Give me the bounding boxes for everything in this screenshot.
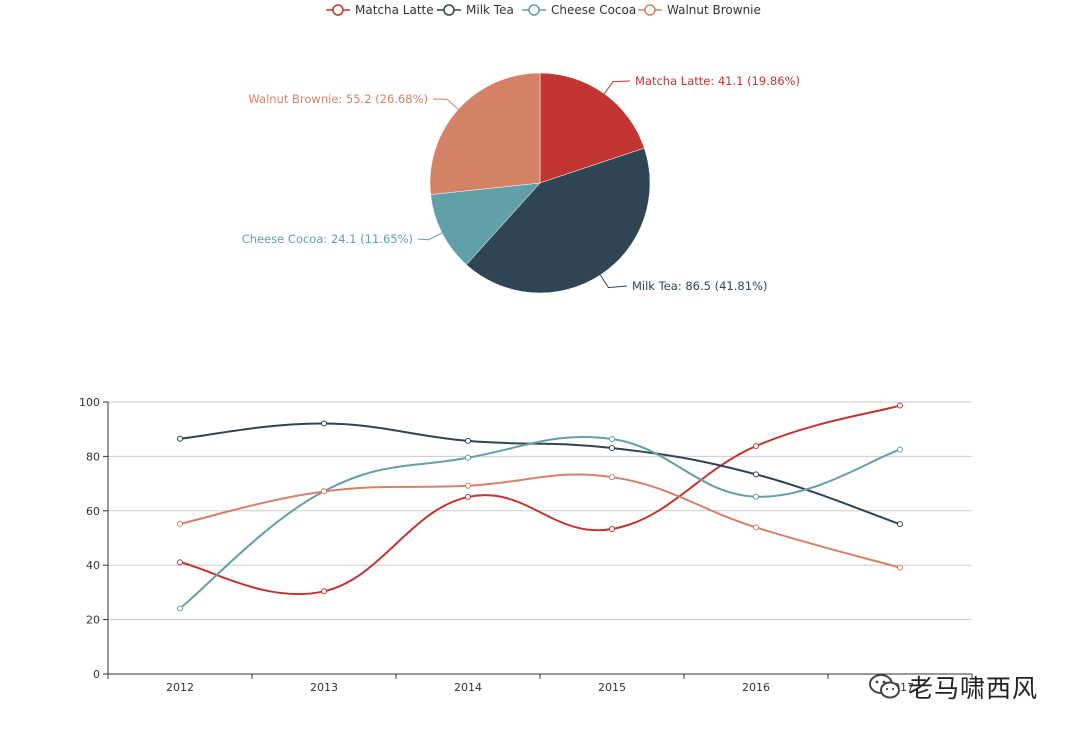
data-point[interactable] — [177, 520, 183, 527]
data-point[interactable] — [321, 488, 327, 495]
y-tick-label: 20 — [86, 614, 100, 627]
data-point[interactable] — [177, 435, 183, 442]
data-point[interactable] — [753, 524, 759, 531]
legend: Matcha Latte Milk Tea Cheese Cocoa Walnut B… — [326, 3, 761, 17]
pie-label-walnut-brownie: Walnut Brownie: 55.2 (26.68%) — [248, 92, 428, 106]
data-point[interactable] — [609, 435, 615, 442]
data-point[interactable] — [897, 521, 903, 528]
y-tick-label: 100 — [79, 396, 100, 409]
data-point[interactable] — [753, 443, 759, 450]
data-point[interactable] — [321, 588, 327, 595]
y-tick-label: 80 — [86, 450, 100, 463]
data-point[interactable] — [465, 437, 471, 444]
wechat-icon — [869, 674, 900, 699]
pie-label-cheese-cocoa: Cheese Cocoa: 24.1 (11.65%) — [242, 232, 413, 246]
x-tick-label: 2014 — [454, 681, 482, 694]
data-point[interactable] — [897, 402, 903, 409]
legend-item-cheese-cocoa[interactable]: Cheese Cocoa — [522, 3, 636, 17]
legend-item-walnut-brownie[interactable]: Walnut Brownie — [638, 3, 761, 17]
pie-label-line — [599, 274, 628, 289]
legend-label: Cheese Cocoa — [551, 3, 636, 17]
y-tick-label: 40 — [86, 559, 100, 572]
x-tick-label: 2015 — [598, 681, 626, 694]
y-tick-label: 60 — [86, 505, 100, 518]
pie-slice-cheese-cocoa[interactable] — [430, 182, 541, 266]
legend-label: Matcha Latte — [355, 3, 434, 17]
data-point[interactable] — [177, 559, 183, 566]
pie-label-line — [432, 98, 459, 110]
series-line-milk-tea[interactable] — [179, 422, 901, 526]
x-tick-label: 2012 — [166, 681, 194, 694]
watermark: 老马啸西风 — [868, 667, 1038, 707]
series-line-matcha-latte[interactable] — [179, 404, 901, 596]
pie-slice-matcha-latte[interactable] — [539, 72, 645, 184]
data-point[interactable] — [897, 564, 903, 571]
legend-marker — [443, 4, 455, 16]
data-point[interactable] — [609, 474, 615, 481]
data-point[interactable] — [609, 526, 615, 533]
data-point[interactable] — [465, 493, 471, 500]
series-line-walnut-brownie[interactable] — [179, 473, 901, 569]
x-tick-label: 2013 — [310, 681, 338, 694]
series-line-cheese-cocoa[interactable] — [179, 435, 901, 610]
data-point[interactable] — [177, 605, 183, 612]
data-point[interactable] — [321, 420, 327, 427]
data-point[interactable] — [753, 471, 759, 478]
pie-label-line — [417, 232, 443, 241]
series-matcha-latte — [177, 402, 903, 596]
legend-marker — [332, 4, 344, 16]
legend-label: Milk Tea — [466, 3, 514, 17]
x-tick-label: 2016 — [742, 681, 770, 694]
series-milk-tea — [177, 420, 903, 528]
data-point[interactable] — [753, 493, 759, 500]
pie-slice-milk-tea[interactable] — [466, 147, 651, 294]
pie-slice-walnut-brownie[interactable] — [429, 72, 541, 195]
pie-chart: Matcha Latte: 41.1 (19.86%) Milk Tea: 86.… — [242, 72, 800, 294]
y-tick-label: 0 — [93, 668, 100, 681]
watermark-text: 老马啸西风 — [908, 674, 1039, 703]
legend-item-matcha-latte[interactable]: Matcha Latte — [326, 3, 434, 17]
data-point[interactable] — [465, 454, 471, 461]
series-walnut-brownie — [177, 473, 903, 571]
pie-label-line — [603, 80, 631, 94]
series-cheese-cocoa — [177, 435, 903, 612]
legend-label: Walnut Brownie — [667, 3, 761, 17]
data-point[interactable] — [465, 482, 471, 489]
data-point[interactable] — [609, 444, 615, 451]
data-point[interactable] — [897, 446, 903, 453]
pie-label-milk-tea: Milk Tea: 86.5 (41.81%) — [632, 279, 767, 293]
legend-item-milk-tea[interactable]: Milk Tea — [437, 3, 514, 17]
pie-label-matcha-latte: Matcha Latte: 41.1 (19.86%) — [635, 74, 800, 88]
legend-marker — [528, 4, 540, 16]
legend-marker — [644, 4, 656, 16]
